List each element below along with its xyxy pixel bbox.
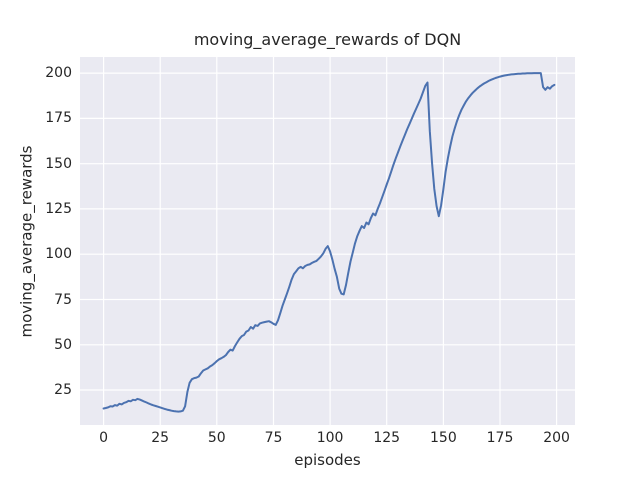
x-tick-label: 175 [486,430,514,446]
y-tick-label: 100 [45,246,72,263]
y-tick-label: 50 [54,336,72,353]
chart-title: moving_average_rewards of DQN [193,30,462,49]
y-axis-label: moving_average_rewards [17,145,36,338]
x-tick-label: 125 [373,430,401,446]
x-tick-label: 25 [151,430,170,446]
y-tick-label: 175 [45,110,72,127]
y-tick-label: 75 [54,291,72,308]
x-tick-label: 75 [264,430,283,446]
y-tick-label: 150 [45,155,72,172]
x-tick-label: 0 [99,430,109,446]
x-tick-label: 100 [316,430,344,446]
x-axis-label: episodes [294,451,361,469]
x-tick-label: 150 [430,430,457,446]
y-tick-label: 125 [45,200,72,217]
x-tick-label: 200 [543,430,570,446]
y-tick-label: 25 [54,382,72,398]
x-tick-label: 50 [207,430,226,446]
y-tick-label: 200 [45,65,72,82]
